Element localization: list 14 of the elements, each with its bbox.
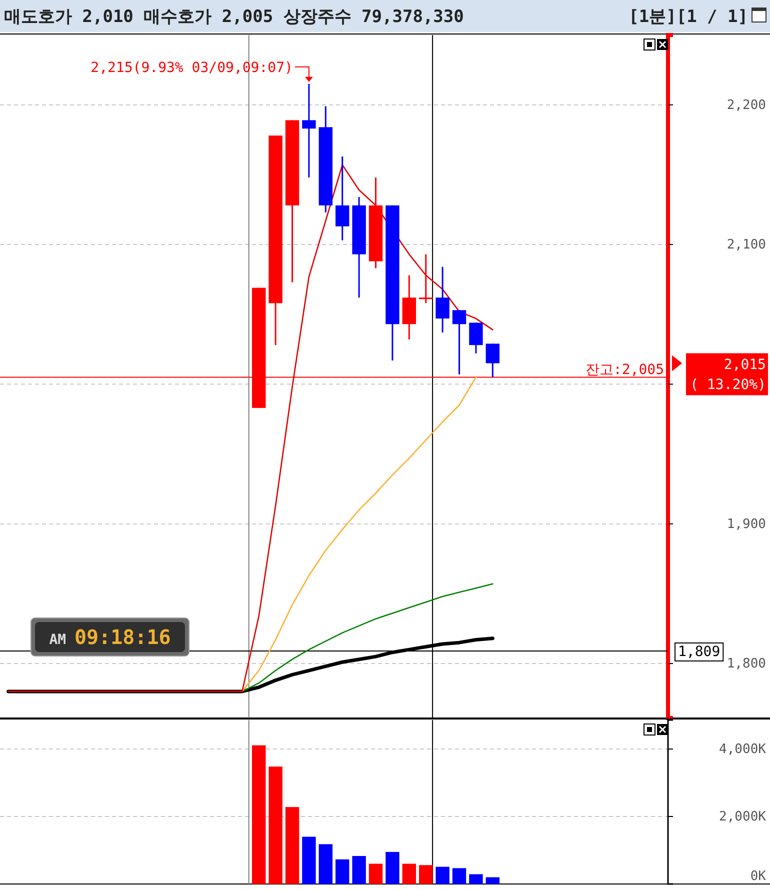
ref-line-label: 1,809	[678, 644, 720, 660]
text: 2,015 ( 13.20%)	[690, 357, 766, 394]
y-tick-label: 2,200	[726, 98, 766, 113]
y-tick-label: 4,000K	[719, 742, 766, 758]
annotation: AM 09:18:16	[49, 625, 171, 649]
y-tick-label: 0K	[750, 869, 766, 884]
y-tick-label: 2,000K	[719, 810, 766, 825]
y-tick-label: 2,100	[726, 238, 766, 253]
y-tick-label: 1,900	[726, 517, 766, 532]
ref-line-label: 잔고:2,005	[585, 362, 664, 378]
y-tick-label: 1,800	[726, 656, 766, 672]
annotation: 2,215(9.93% 03/09,09:07)	[90, 60, 293, 76]
chart-title: 매도호가 2,010 매수호가 2,005 상장주수 79,378,330	[4, 7, 464, 27]
chart-subtitle: [1분][1 / 1]	[628, 7, 748, 27]
